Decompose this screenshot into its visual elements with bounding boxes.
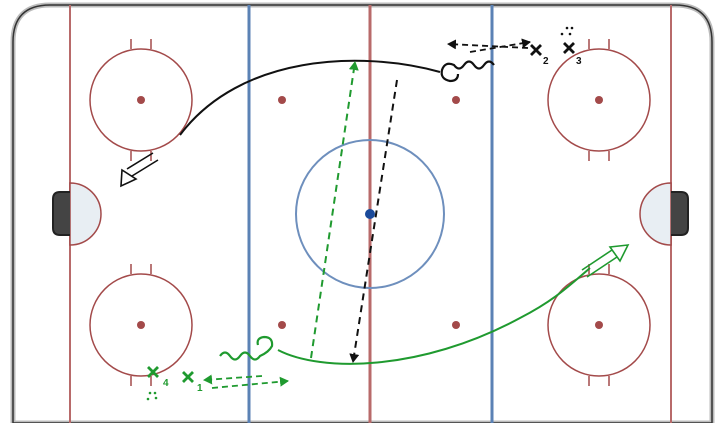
center-circle xyxy=(295,139,445,289)
faceoff-circle-bottom-left xyxy=(89,264,193,386)
net-right-icon xyxy=(671,191,689,236)
goal-left xyxy=(52,182,102,246)
rink-surface xyxy=(10,2,715,423)
black-skate-curve xyxy=(179,59,441,136)
faceoff-dot-top-right xyxy=(595,96,603,104)
pass-arrow-green-bottom xyxy=(211,376,289,389)
goal-right xyxy=(639,182,689,246)
pass-arrow-green-long xyxy=(310,61,359,359)
faceoff-circle-top-left xyxy=(89,39,193,161)
player-label: 4 xyxy=(163,378,169,389)
shot-arrow-black-icon xyxy=(120,152,159,188)
faceoff-dot-bottom-left xyxy=(137,321,145,329)
player-label: 3 xyxy=(576,56,582,67)
faceoff-dot-bottom-right xyxy=(595,321,603,329)
neutral-dot-top-right xyxy=(452,96,460,104)
neutral-dot-bottom-left xyxy=(278,321,286,329)
shot-arrow-green-icon xyxy=(581,244,630,278)
pass-arrow-black-top-return xyxy=(469,38,531,53)
green-skate-curve xyxy=(277,267,591,365)
player-x-black-icon xyxy=(530,44,542,56)
player-4: 4 xyxy=(147,366,169,389)
net-left-icon xyxy=(52,191,70,236)
center-dot xyxy=(365,209,375,219)
player-label: 1 xyxy=(197,383,203,394)
faceoff-circle-top-right xyxy=(547,39,651,161)
puck-black-icon xyxy=(560,26,574,36)
player-1: 1 xyxy=(182,371,203,394)
player-label: 2 xyxy=(543,56,549,67)
skate-path-black-icon xyxy=(440,60,495,83)
skate-path-green-icon xyxy=(219,335,274,361)
puck-green-icon xyxy=(146,391,158,401)
neutral-dot-top-left xyxy=(278,96,286,104)
player-x-green-icon xyxy=(182,371,194,383)
faceoff-dot-top-left xyxy=(137,96,145,104)
player-x-green-icon xyxy=(147,366,159,378)
player-x-black-icon xyxy=(563,42,575,54)
pass-arrow-black-top xyxy=(447,39,529,50)
player-2: 2 xyxy=(530,44,549,67)
neutral-dot-bottom-right xyxy=(452,321,460,329)
player-3: 3 xyxy=(563,42,582,67)
